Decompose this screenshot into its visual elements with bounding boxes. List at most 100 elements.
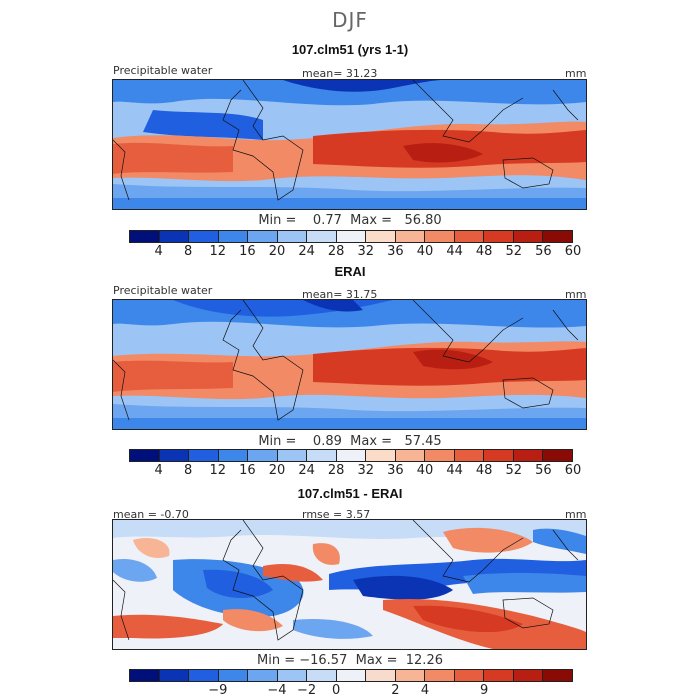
colorbar-swatch bbox=[336, 450, 367, 461]
panel-1-mean-label: mean= 31.23 bbox=[302, 67, 378, 80]
colorbar-tick-label: 4 bbox=[154, 463, 163, 478]
panel-3-rmse-label: rmse = 3.57 bbox=[302, 508, 371, 521]
colorbar-swatch bbox=[159, 670, 190, 681]
colorbar-swatch bbox=[454, 450, 485, 461]
colorbar-tick-label: 16 bbox=[239, 463, 256, 478]
colorbar-swatch bbox=[277, 670, 308, 681]
colorbar-swatch bbox=[425, 231, 455, 242]
panel-1-map bbox=[112, 79, 587, 210]
panel-2-min-max: Min = 0.89 Max = 57.45 bbox=[258, 434, 442, 449]
panel-1-min-max: Min = 0.77 Max = 56.80 bbox=[258, 213, 442, 228]
panel-3-colorbar-ticks: −9 −4 −2 0 2 4 9 bbox=[129, 683, 573, 699]
colorbar-tick-label: 24 bbox=[298, 463, 315, 478]
panel-1-colorbar bbox=[129, 230, 573, 243]
panel-2-colorbar-ticks: 4 8 12 16 20 24 28 32 36 40 44 48 52 56 60 bbox=[129, 463, 581, 479]
colorbar-swatch bbox=[277, 450, 308, 461]
panel-3-title: 107.clm51 - ERAI bbox=[297, 486, 403, 501]
colorbar-swatch bbox=[218, 450, 249, 461]
colorbar-swatch bbox=[425, 670, 455, 681]
colorbar-tick-label: 44 bbox=[446, 244, 463, 259]
colorbar-swatch bbox=[189, 231, 219, 242]
colorbar-swatch bbox=[336, 231, 367, 242]
colorbar-tick-label: 24 bbox=[298, 244, 315, 259]
colorbar-swatch bbox=[484, 231, 514, 242]
season-title: DJF bbox=[332, 8, 368, 32]
colorbar-tick-label: 52 bbox=[505, 463, 523, 478]
colorbar-tick-label: 16 bbox=[239, 244, 256, 259]
colorbar-swatch bbox=[395, 670, 426, 681]
colorbar-swatch bbox=[543, 231, 572, 242]
colorbar-swatch bbox=[484, 450, 514, 461]
colorbar-swatch bbox=[307, 670, 337, 681]
colorbar-swatch bbox=[513, 231, 544, 242]
colorbar-tick-label: 32 bbox=[357, 244, 375, 259]
colorbar-swatch bbox=[454, 670, 485, 681]
panel-2-title: ERAI bbox=[334, 264, 366, 279]
colorbar-tick-label: 28 bbox=[327, 463, 345, 478]
colorbar-tick-label: 8 bbox=[184, 244, 193, 259]
colorbar-swatch bbox=[366, 670, 396, 681]
panel-3-min-max: Min = −16.57 Max = 12.26 bbox=[257, 653, 443, 668]
colorbar-tick-label: 0 bbox=[332, 683, 341, 698]
colorbar-tick-label: 28 bbox=[327, 244, 345, 259]
colorbar-tick-label: 60 bbox=[564, 244, 582, 259]
panel-3-colorbar bbox=[129, 669, 573, 682]
colorbar-swatch bbox=[248, 670, 278, 681]
colorbar-swatch bbox=[543, 670, 572, 681]
colorbar-swatch bbox=[395, 231, 426, 242]
colorbar-tick-label: 20 bbox=[268, 244, 286, 259]
colorbar-swatch bbox=[218, 670, 249, 681]
colorbar-swatch bbox=[130, 450, 160, 461]
colorbar-swatch bbox=[543, 450, 572, 461]
colorbar-tick-label: −9 bbox=[208, 683, 228, 698]
colorbar-tick-label: 60 bbox=[564, 463, 582, 478]
colorbar-tick-label: 56 bbox=[535, 463, 552, 478]
colorbar-tick-label: 4 bbox=[154, 244, 163, 259]
colorbar-tick-label: −4 bbox=[267, 683, 287, 698]
panel-1-variable-label: Precipitable water bbox=[113, 64, 213, 77]
colorbar-tick-label: 2 bbox=[391, 683, 400, 698]
colorbar-tick-label: 56 bbox=[535, 244, 552, 259]
colorbar-swatch bbox=[513, 670, 544, 681]
colorbar-tick-label: 32 bbox=[357, 463, 375, 478]
colorbar-tick-label: 4 bbox=[420, 683, 430, 698]
colorbar-swatch bbox=[307, 231, 337, 242]
colorbar-swatch bbox=[307, 450, 337, 461]
colorbar-swatch bbox=[159, 231, 190, 242]
colorbar-swatch bbox=[336, 670, 367, 681]
panel-2-variable-label: Precipitable water bbox=[113, 284, 213, 297]
colorbar-tick-label: 52 bbox=[505, 244, 523, 259]
panel-1-units-label: mm bbox=[565, 67, 587, 80]
colorbar-swatch bbox=[130, 670, 160, 681]
colorbar-swatch bbox=[484, 670, 514, 681]
panel-2-units-label: mm bbox=[565, 288, 587, 301]
colorbar-swatch bbox=[513, 450, 544, 461]
colorbar-swatch bbox=[248, 450, 278, 461]
colorbar-swatch bbox=[366, 450, 396, 461]
panel-3-map bbox=[112, 519, 587, 650]
colorbar-swatch bbox=[159, 450, 190, 461]
colorbar-tick-label: 12 bbox=[209, 463, 227, 478]
colorbar-swatch bbox=[189, 450, 219, 461]
colorbar-tick-label: 9 bbox=[480, 683, 489, 698]
panel-1-colorbar-ticks: 4 8 12 16 20 24 28 32 36 40 44 48 52 56 60 bbox=[129, 244, 581, 260]
colorbar-tick-label: 36 bbox=[387, 463, 404, 478]
panel-3-units-label: mm bbox=[565, 508, 587, 521]
panel-2-mean-label: mean= 31.75 bbox=[302, 288, 378, 301]
colorbar-swatch bbox=[454, 231, 485, 242]
colorbar-swatch bbox=[248, 231, 278, 242]
panel-1-title: 107.clm51 (yrs 1-1) bbox=[291, 42, 409, 57]
colorbar-tick-label: 20 bbox=[268, 463, 286, 478]
panel-3-mean-label: mean = -0.70 bbox=[113, 508, 189, 521]
colorbar-swatch bbox=[425, 450, 455, 461]
colorbar-swatch bbox=[130, 231, 160, 242]
colorbar-tick-label: −2 bbox=[297, 683, 317, 698]
colorbar-swatch bbox=[189, 670, 219, 681]
panel-2-map bbox=[112, 299, 587, 430]
colorbar-tick-label: 40 bbox=[416, 244, 434, 259]
colorbar-tick-label: 40 bbox=[416, 463, 434, 478]
colorbar-tick-label: 48 bbox=[475, 244, 493, 259]
colorbar-swatch bbox=[366, 231, 396, 242]
colorbar-tick-label: 8 bbox=[184, 463, 193, 478]
colorbar-swatch bbox=[218, 231, 249, 242]
